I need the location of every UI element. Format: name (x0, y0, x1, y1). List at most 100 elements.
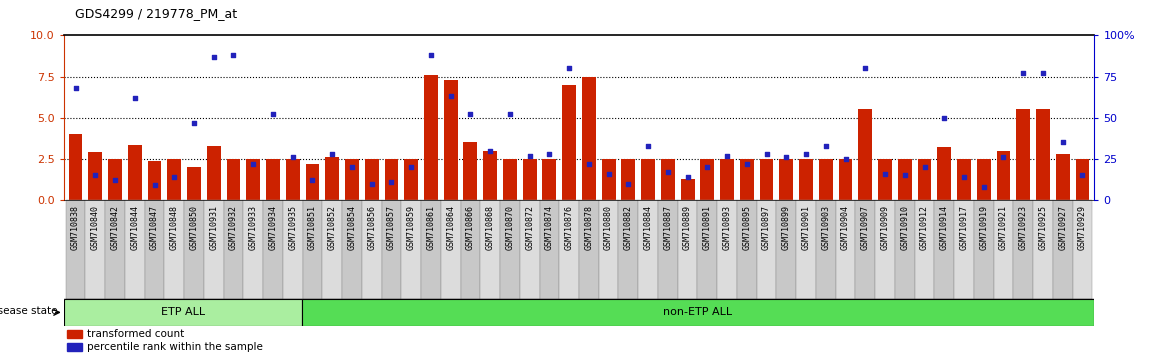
Point (836, 156, 855, 162)
Bar (661, 159, 675, 200)
Point (284, 154, 302, 160)
Bar (306, 164, 320, 200)
Text: GSM710844: GSM710844 (130, 205, 139, 250)
Bar (559, 200, 579, 299)
Bar (736, 200, 756, 299)
Point (935, 115, 953, 120)
Text: GSM710923: GSM710923 (1019, 205, 1028, 250)
Bar (937, 147, 951, 200)
Bar (878, 159, 892, 200)
Text: GSM710897: GSM710897 (762, 205, 771, 250)
Bar (897, 159, 911, 200)
Bar (64, 299, 301, 326)
Bar (974, 200, 994, 299)
Bar (204, 200, 223, 299)
Bar (958, 159, 970, 200)
Point (1054, 139, 1072, 145)
Bar (463, 142, 477, 200)
Point (995, 154, 1013, 160)
Bar (1056, 154, 1070, 200)
Bar (579, 200, 599, 299)
Text: GSM710861: GSM710861 (426, 205, 435, 250)
Bar (599, 200, 618, 299)
Bar (207, 146, 221, 200)
Bar (756, 200, 776, 299)
Text: GSM710874: GSM710874 (545, 205, 554, 250)
Bar (384, 159, 398, 200)
Text: ETP ALL: ETP ALL (161, 307, 205, 318)
Bar (404, 159, 418, 200)
Bar (361, 200, 382, 299)
Bar (127, 145, 141, 200)
Bar (365, 159, 379, 200)
Text: GSM710909: GSM710909 (880, 205, 889, 250)
Bar (779, 159, 793, 200)
Bar (67, 330, 82, 338)
Bar (188, 167, 200, 200)
Text: GSM710931: GSM710931 (210, 205, 218, 250)
Bar (542, 159, 556, 200)
Text: GSM710850: GSM710850 (190, 205, 198, 250)
Point (679, 174, 697, 180)
Bar (125, 200, 145, 299)
Bar (776, 200, 797, 299)
Bar (302, 200, 322, 299)
Bar (422, 200, 441, 299)
Text: disease state: disease state (0, 306, 58, 316)
Point (225, 52, 243, 58)
Point (264, 112, 283, 117)
Bar (168, 159, 181, 200)
Text: GSM710887: GSM710887 (664, 205, 673, 250)
Bar (461, 200, 481, 299)
Point (461, 112, 479, 117)
Bar (266, 159, 280, 200)
Bar (520, 200, 540, 299)
Text: GSM710889: GSM710889 (683, 205, 692, 250)
Point (659, 169, 677, 175)
Point (816, 143, 835, 149)
Text: GSM710854: GSM710854 (347, 205, 357, 250)
Bar (540, 200, 559, 299)
Point (343, 164, 361, 170)
Text: GSM710852: GSM710852 (328, 205, 337, 250)
Bar (816, 200, 836, 299)
Text: GSM710925: GSM710925 (1039, 205, 1048, 250)
Bar (977, 159, 990, 200)
Point (125, 95, 144, 101)
Point (1014, 70, 1033, 76)
Point (600, 171, 618, 177)
Bar (68, 134, 82, 200)
Point (441, 93, 460, 99)
Point (382, 179, 401, 185)
Point (86, 172, 104, 178)
Point (244, 161, 263, 167)
Bar (164, 200, 184, 299)
Bar (243, 200, 263, 299)
Point (856, 65, 874, 71)
Bar (677, 200, 697, 299)
Point (954, 174, 973, 180)
Bar (444, 80, 457, 200)
Text: GSM710893: GSM710893 (723, 205, 732, 250)
Bar (481, 200, 500, 299)
Point (738, 161, 756, 167)
Bar (283, 200, 302, 299)
Text: GSM710932: GSM710932 (229, 205, 239, 250)
Bar (717, 200, 736, 299)
Bar (382, 200, 402, 299)
Bar (263, 200, 283, 299)
Bar (638, 200, 658, 299)
Bar (954, 200, 974, 299)
Text: GSM710878: GSM710878 (585, 205, 593, 250)
Bar (145, 200, 164, 299)
Text: GSM710934: GSM710934 (269, 205, 278, 250)
Bar (322, 200, 342, 299)
Text: GSM710868: GSM710868 (485, 205, 494, 250)
Bar (994, 200, 1013, 299)
Bar (402, 200, 422, 299)
Text: GSM710876: GSM710876 (565, 205, 573, 250)
Bar (441, 200, 461, 299)
Bar (147, 160, 161, 200)
Bar (915, 200, 935, 299)
Point (975, 184, 994, 190)
